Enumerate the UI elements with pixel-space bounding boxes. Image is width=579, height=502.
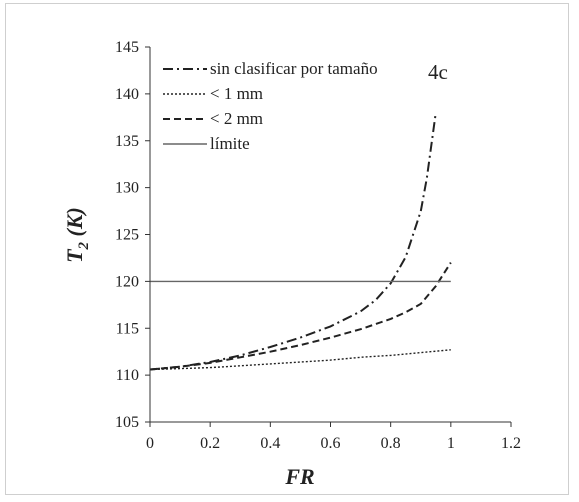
- x-tick-label: 0.4: [260, 435, 280, 452]
- y-axis-title-unit: (K): [62, 207, 87, 242]
- panel-label: 4c: [428, 60, 448, 84]
- y-tick-label: 130: [115, 180, 139, 197]
- y-tick-label: 115: [116, 320, 139, 337]
- x-axis-title: FR: [284, 464, 314, 489]
- axes: 105 110 115 120 125 130 135 140 145 0 0.2 0.4 0.6 0.8…: [115, 39, 521, 452]
- y-tick-label: 145: [115, 39, 139, 56]
- y-axis-title-main: T: [62, 248, 87, 263]
- x-tick-label: 0.2: [200, 435, 220, 452]
- x-tick-label: 0.6: [321, 435, 341, 452]
- x-tick-label: 0: [146, 435, 154, 452]
- legend-label: < 1 mm: [210, 84, 263, 103]
- series-line-dashed: [149, 262, 452, 371]
- x-tick-label: 1.2: [501, 435, 521, 452]
- chart-frame: [5, 3, 569, 495]
- series-line-dotted: [149, 349, 451, 371]
- legend: sin clasificar por tamaño < 1 mm < 2 mm lím…: [163, 59, 378, 153]
- series-line-dash-dot: [149, 112, 437, 371]
- x-tick-label: 0.8: [381, 435, 401, 452]
- y-tick-label: 140: [115, 86, 139, 103]
- x-tick-label: 1: [447, 435, 455, 452]
- legend-label: sin clasificar por tamaño: [210, 59, 378, 78]
- y-tick-label: 110: [116, 367, 139, 384]
- series-lines: [149, 112, 452, 371]
- y-tick-label: 125: [115, 227, 139, 244]
- y-tick-label: 135: [115, 133, 139, 150]
- legend-label: límite: [210, 134, 250, 153]
- legend-label: < 2 mm: [210, 109, 263, 128]
- y-tick-label: 120: [115, 273, 139, 290]
- y-axis-title: T2 (K): [62, 207, 92, 263]
- y-tick-label: 105: [115, 414, 139, 431]
- y-axis-title-subscript: 2: [76, 241, 92, 250]
